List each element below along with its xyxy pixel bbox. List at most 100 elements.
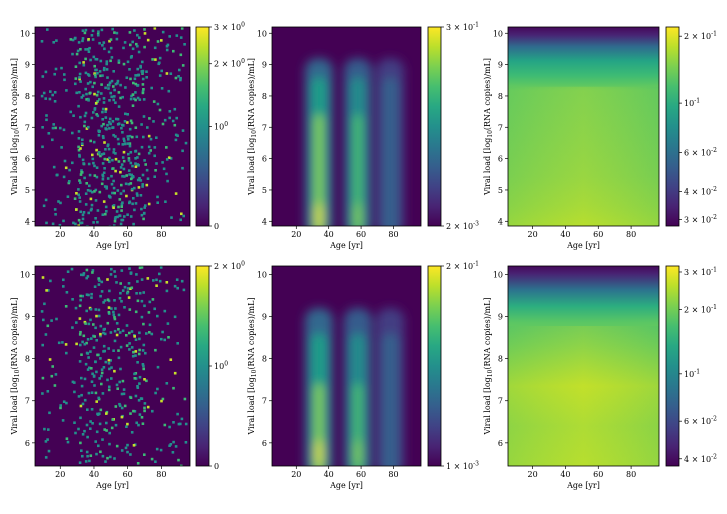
heatmap-cell — [49, 279, 52, 283]
heatmap-cell — [89, 58, 92, 62]
heatmap-cell — [71, 131, 74, 135]
heatmap-cell — [99, 332, 102, 336]
heatmap-cell — [51, 126, 55, 130]
heatmap-cell — [148, 117, 151, 120]
heatmap-cell — [52, 165, 56, 169]
heatmap-cell — [89, 91, 92, 95]
heatmap-cell — [84, 48, 87, 51]
heatmap-cell — [77, 224, 80, 226]
heatmap-cell — [125, 425, 128, 428]
heatmap-cell — [104, 360, 108, 364]
heatmap-cell — [85, 276, 88, 280]
heatmap-cell — [105, 62, 108, 66]
heatmap-cell — [113, 299, 116, 302]
heatmap-cell — [78, 179, 81, 182]
heatmap-cell — [181, 166, 184, 170]
heatmap-cell — [120, 300, 123, 303]
heatmap-cell — [121, 329, 125, 333]
heatmap-cell — [130, 94, 133, 98]
colorbar-tick: 2 × 100 — [209, 58, 245, 69]
heatmap-cell — [151, 298, 155, 301]
heatmap-cell — [138, 375, 142, 379]
heatmap-cell — [107, 358, 111, 362]
heatmap-field-variation — [508, 86, 659, 226]
heatmap-cell — [130, 121, 134, 125]
heatmap-cell — [156, 387, 159, 391]
heatmap-cell — [101, 110, 104, 114]
colorbar: 2 × 10-3 3 × 10-1 — [427, 22, 479, 231]
heatmap-cell — [100, 28, 104, 32]
heatmap-cell — [88, 366, 91, 370]
heatmap-cell — [58, 223, 62, 226]
heatmap-cell — [96, 114, 100, 118]
heatmap-cell — [133, 186, 136, 190]
heatmap-cell — [126, 60, 130, 64]
heatmap-cell — [129, 56, 133, 59]
heatmap-cell — [119, 166, 123, 169]
y-tick-label: 9 — [262, 313, 267, 322]
heatmap-cell — [77, 193, 80, 197]
heatmap-cell — [80, 96, 84, 99]
heatmap-cell — [154, 460, 157, 463]
heatmap-cell — [142, 367, 145, 371]
heatmap-cell — [101, 173, 104, 177]
heatmap-cell — [90, 190, 94, 194]
heatmap-cell — [159, 266, 163, 269]
heatmap-cell — [182, 214, 185, 218]
y-tick: 9 — [262, 313, 272, 322]
heatmap-cell — [135, 273, 138, 276]
heatmap-cell — [128, 144, 132, 148]
heatmap-cell — [103, 327, 106, 331]
heatmap-cell — [136, 462, 140, 465]
heatmap-cell — [132, 444, 136, 447]
colorbar-tick: 2 × 10-1 — [679, 31, 717, 41]
x-axis-label: Age [yr] — [329, 241, 363, 250]
heatmap-cell — [120, 406, 124, 410]
heatmap-cell — [162, 167, 166, 171]
heatmap-cell — [75, 192, 78, 195]
y-tick-label: 8 — [262, 355, 267, 364]
heatmap-cell — [101, 177, 105, 181]
heatmap-cell — [92, 334, 95, 338]
heatmap-cell — [147, 134, 151, 138]
heatmap-cell — [78, 72, 82, 76]
heatmap-cell — [165, 158, 169, 161]
heatmap-cell — [150, 86, 153, 90]
heatmap-cell — [93, 81, 96, 85]
heatmap-cell — [83, 124, 86, 128]
heatmap-cell — [116, 137, 120, 141]
heatmap-cell — [89, 318, 92, 322]
heatmap-cell — [182, 288, 186, 292]
heatmap-cell — [166, 179, 169, 183]
heatmap-cell — [118, 297, 122, 300]
heatmap-cell — [104, 116, 108, 119]
heatmap-cell — [98, 70, 102, 73]
heatmap-cell — [80, 384, 84, 388]
heatmap-cell — [107, 50, 111, 54]
heatmap-cell — [102, 171, 106, 175]
colorbar-tick: 100 — [209, 361, 228, 371]
heatmap-cell — [98, 98, 101, 101]
heatmap-cell — [106, 76, 109, 79]
heatmap-cell — [115, 322, 119, 325]
heatmap-cell — [172, 440, 175, 444]
heatmap-cell — [86, 435, 89, 439]
x-tick: 80 — [156, 466, 166, 479]
heatmap-cell — [97, 308, 101, 312]
heatmap-cell — [119, 192, 123, 195]
heatmap-cell — [101, 44, 104, 47]
x-tick: 20 — [291, 466, 301, 479]
heatmap-cell — [64, 343, 68, 346]
heatmap-cell — [127, 182, 131, 186]
y-tick-label: 10 — [493, 270, 503, 279]
heatmap-cell — [41, 276, 45, 279]
heatmap-cell — [112, 98, 115, 102]
heatmap-cell — [155, 447, 159, 451]
heatmap-cell — [137, 399, 141, 402]
heatmap-cell — [180, 279, 184, 283]
y-axis-label: Viral load [log10(RNA copies)/mL] — [483, 58, 494, 196]
heatmap-cell — [50, 319, 53, 322]
heatmap-cell — [62, 400, 66, 403]
heatmap-cell — [80, 142, 84, 145]
heatmap-cell — [146, 405, 150, 409]
